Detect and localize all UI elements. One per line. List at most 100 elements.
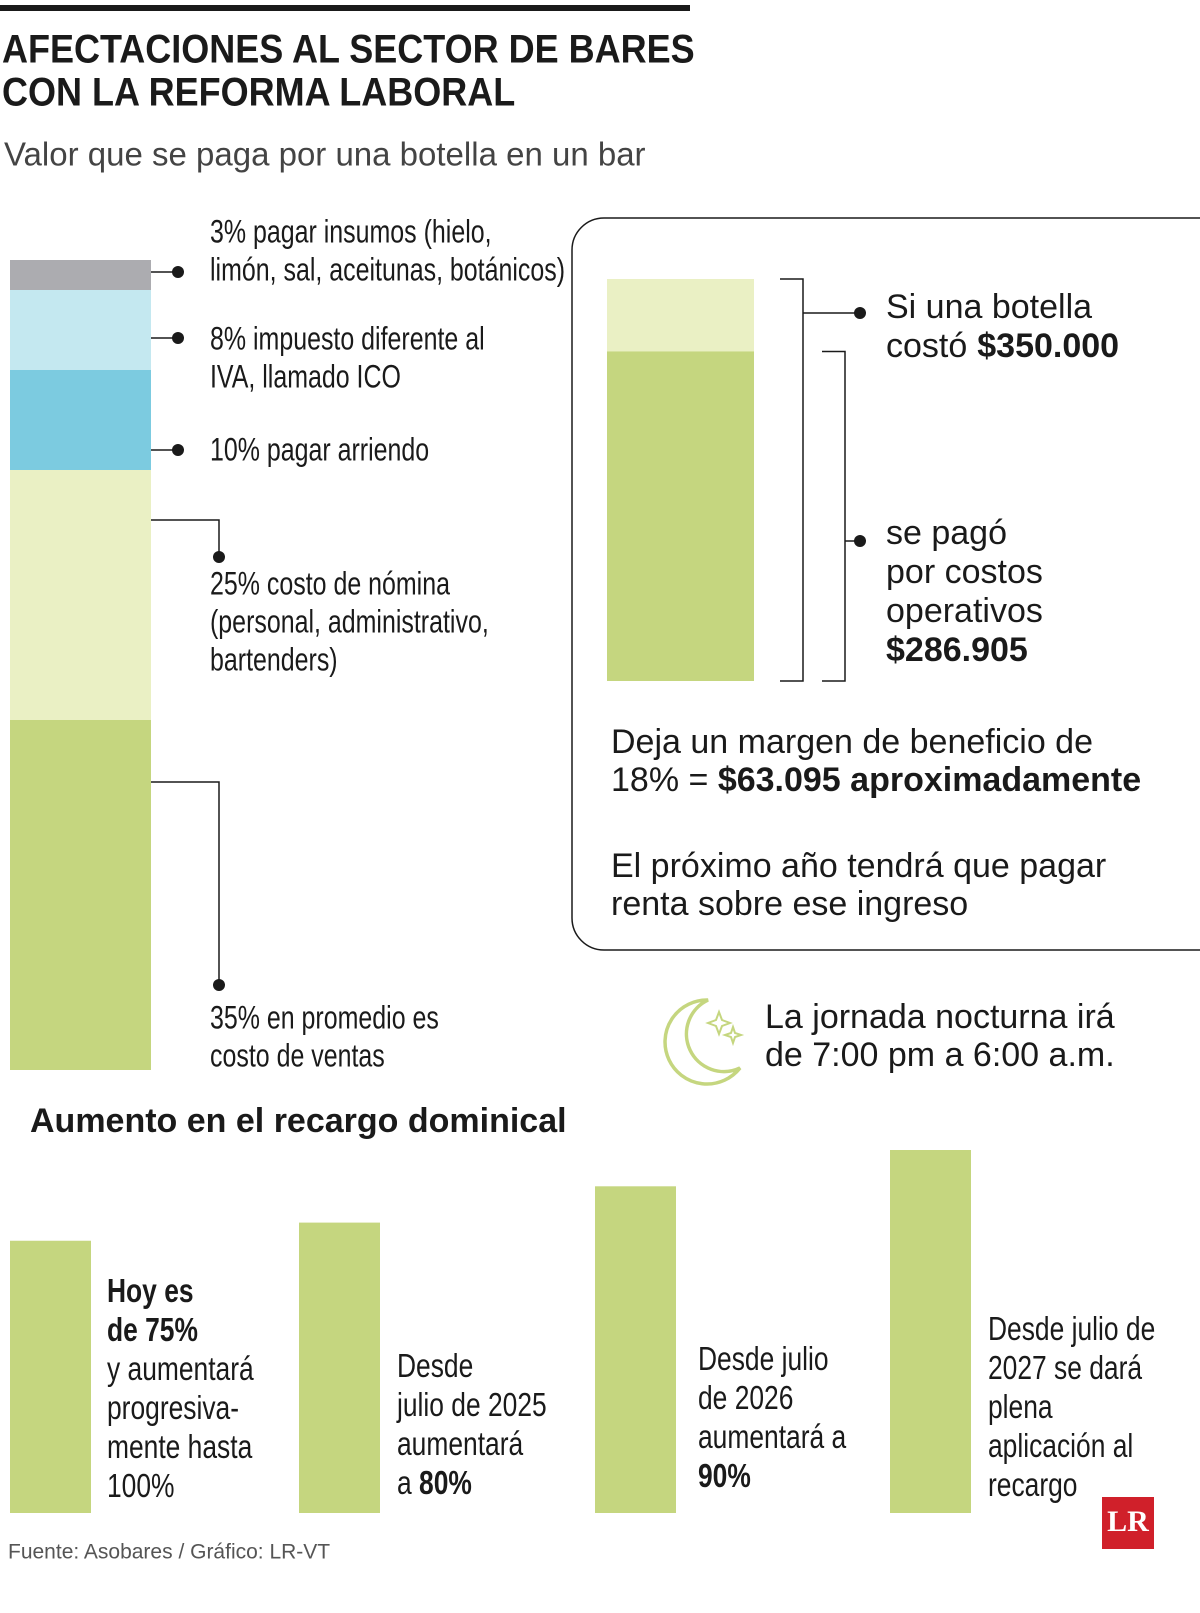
- dot: [213, 551, 225, 563]
- bar-label: a 80%: [397, 1465, 472, 1501]
- note: renta sobre ese ingreso: [611, 885, 968, 923]
- bar-label-part: julio de 2025: [396, 1387, 547, 1423]
- top-rule: [0, 5, 690, 11]
- stack-segment: [10, 720, 151, 1070]
- bar-label: y aumentará: [107, 1351, 254, 1387]
- segment-label-group: costo de ventas: [210, 1039, 385, 1075]
- segment-label-group: 8% impuesto diferente al: [210, 322, 485, 358]
- stack-segment: [10, 470, 151, 720]
- bar-label: se pagó: [886, 514, 1007, 552]
- dot: [172, 444, 184, 456]
- bar-label-group: se pagó: [886, 514, 1007, 552]
- bar-label: 100%: [107, 1468, 175, 1504]
- bar-label-group: Hoy es: [107, 1273, 194, 1309]
- bar-label-part: progresiva-: [107, 1390, 239, 1426]
- segment-label: limón, sal, aceitunas, botánicos): [210, 253, 565, 289]
- bar-label-group: y aumentará: [107, 1351, 254, 1387]
- bracket: [780, 278, 860, 682]
- bar-label-part: mente hasta: [107, 1429, 253, 1465]
- note: Deja un margen de beneficio de: [611, 723, 1093, 761]
- dot: [172, 266, 184, 278]
- bar-label: operativos: [886, 592, 1043, 630]
- bar-label: aplicación al: [988, 1428, 1133, 1464]
- night-note: de 7:00 pm a 6:00 a.m.: [765, 1036, 1115, 1074]
- bar-label-group: de 2026: [698, 1380, 793, 1416]
- segment-label: 10% pagar arriendo: [210, 433, 429, 469]
- bar-label-group: de 75%: [107, 1312, 198, 1348]
- bar-label-part: recargo: [988, 1467, 1077, 1503]
- bar-label: Desde: [397, 1348, 473, 1384]
- segment-label-group: 3% pagar insumos (hielo,: [210, 215, 492, 251]
- bar-label: 2027 se dará: [988, 1350, 1142, 1386]
- note-group: El próximo año tendrá que pagar: [611, 847, 1106, 885]
- bar-label-part: 100%: [107, 1468, 175, 1504]
- bar-label-part: 90%: [698, 1458, 751, 1494]
- segment-label: 8% impuesto diferente al: [210, 322, 485, 358]
- bar-label: Si una botella: [886, 288, 1092, 326]
- connector: [151, 519, 220, 557]
- bar-label-group: costó $350.000: [886, 327, 1119, 365]
- bar-label: de 2026: [698, 1380, 793, 1416]
- segment-label-group: 25% costo de nómina: [210, 567, 450, 603]
- note: El próximo año tendrá que pagar: [611, 847, 1106, 885]
- connector: [151, 781, 220, 985]
- segment-label-group: limón, sal, aceitunas, botánicos): [210, 253, 565, 289]
- segment-label: bartenders): [210, 643, 338, 679]
- info-box: [571, 217, 1200, 951]
- moon-icon: [663, 998, 745, 1086]
- bar-label-group: a 80%: [397, 1465, 472, 1501]
- bar-label-group: Desde julio: [698, 1341, 829, 1377]
- bar-label: Hoy es: [107, 1273, 194, 1309]
- segment-label-group: (personal, administrativo,: [210, 605, 489, 641]
- note-group: 18% = $63.095 aproximadamente: [611, 761, 1141, 799]
- bar-label: costó $350.000: [886, 327, 1119, 365]
- bar-label-group: aplicación al: [988, 1428, 1133, 1464]
- bar-label-group: por costos: [886, 553, 1043, 591]
- bar-label-part: aumentará: [397, 1426, 524, 1462]
- bar-label-part: costó: [886, 327, 967, 365]
- night-note: La jornada nocturna irá: [765, 998, 1115, 1036]
- bar-label: aumentará a: [698, 1419, 847, 1455]
- bar-label: Desde julio de: [988, 1311, 1155, 1347]
- bar-label: recargo: [988, 1467, 1077, 1503]
- stack-segment: [10, 370, 151, 470]
- bar-label-part: Desde: [397, 1348, 473, 1384]
- bar-label-part: aumentará a: [698, 1419, 847, 1455]
- bar-label: mente hasta: [107, 1429, 253, 1465]
- bar-label: julio de 2025: [396, 1387, 547, 1423]
- title-group: CON LA REFORMA LABORAL: [2, 71, 515, 115]
- bar: [890, 1150, 971, 1513]
- subtitle-group: Valor que se paga por una botella en un …: [4, 136, 646, 173]
- bar-label-part: plena: [988, 1389, 1053, 1425]
- logo-box: [1102, 1497, 1154, 1549]
- note-part: Deja un margen de beneficio de: [611, 723, 1093, 761]
- segment-label: 25% costo de nómina: [210, 567, 450, 603]
- bar-label: plena: [988, 1389, 1053, 1425]
- stack-segment: [10, 260, 151, 290]
- bar-label: aumentará: [397, 1426, 524, 1462]
- bar-label: de 75%: [107, 1312, 198, 1348]
- bar-label-group: Si una botella: [886, 288, 1092, 326]
- bar-value-label: $350.000: [977, 327, 1119, 365]
- segment-label-group: 10% pagar arriendo: [210, 433, 429, 469]
- bar-label-group: 90%: [698, 1458, 751, 1494]
- bar-label-group: 2027 se dará: [988, 1350, 1142, 1386]
- bar-label-group: 100%: [107, 1468, 175, 1504]
- dot: [854, 535, 866, 547]
- bar: [595, 1186, 676, 1513]
- bar-label-part: 2027 se dará: [988, 1350, 1142, 1386]
- note-group: Deja un margen de beneficio de: [611, 723, 1093, 761]
- bar-label-part: Desde julio: [698, 1341, 829, 1377]
- note-part: El próximo año tendrá que pagar: [611, 847, 1106, 885]
- segment-label: (personal, administrativo,: [210, 605, 489, 641]
- stack-segment: [10, 290, 151, 370]
- bar-label-group: julio de 2025: [396, 1387, 547, 1423]
- night-note-group: La jornada nocturna irá: [765, 998, 1115, 1036]
- bar-label-part: Hoy es: [107, 1273, 194, 1309]
- dot: [172, 332, 184, 344]
- bar-label: progresiva-: [107, 1390, 239, 1426]
- bar-label: Desde julio: [698, 1341, 829, 1377]
- segment-label-group: bartenders): [210, 643, 338, 679]
- bar-label-group: aumentará: [397, 1426, 524, 1462]
